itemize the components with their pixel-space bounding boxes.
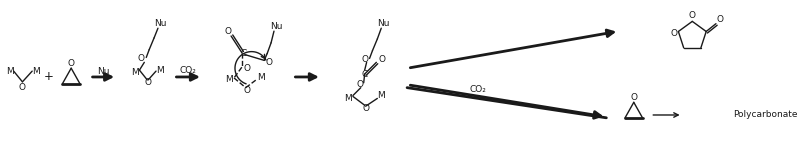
Text: O: O <box>266 58 273 67</box>
Text: M: M <box>131 68 139 77</box>
Text: O: O <box>144 78 152 87</box>
Text: O: O <box>68 59 75 68</box>
Text: O: O <box>224 27 232 36</box>
Text: Nu: Nu <box>377 19 390 28</box>
Text: O: O <box>630 93 638 102</box>
Text: M: M <box>345 94 352 103</box>
Text: Nu: Nu <box>270 22 282 31</box>
Text: O: O <box>689 11 696 20</box>
Text: M: M <box>257 73 266 82</box>
Text: O: O <box>138 54 145 63</box>
Text: O: O <box>19 83 26 92</box>
Text: M: M <box>6 67 14 76</box>
Text: O: O <box>357 80 363 89</box>
Text: M: M <box>378 91 385 100</box>
Text: Polycarbonate: Polycarbonate <box>734 111 798 119</box>
Text: M: M <box>156 66 164 75</box>
Text: Nu: Nu <box>97 67 110 76</box>
Text: CO₂: CO₂ <box>470 85 486 94</box>
Text: O: O <box>362 55 368 64</box>
Text: Nu: Nu <box>153 19 166 28</box>
Text: O: O <box>243 64 250 73</box>
Text: O: O <box>362 104 369 113</box>
Text: CO₂: CO₂ <box>180 66 197 75</box>
Text: M: M <box>32 67 40 76</box>
Text: C: C <box>240 49 247 58</box>
Text: +: + <box>44 71 54 84</box>
Text: O: O <box>378 55 386 64</box>
Text: C: C <box>362 70 368 79</box>
Text: M: M <box>225 75 233 84</box>
Text: O: O <box>670 29 677 38</box>
Text: O: O <box>717 15 723 24</box>
Text: O: O <box>243 86 250 95</box>
